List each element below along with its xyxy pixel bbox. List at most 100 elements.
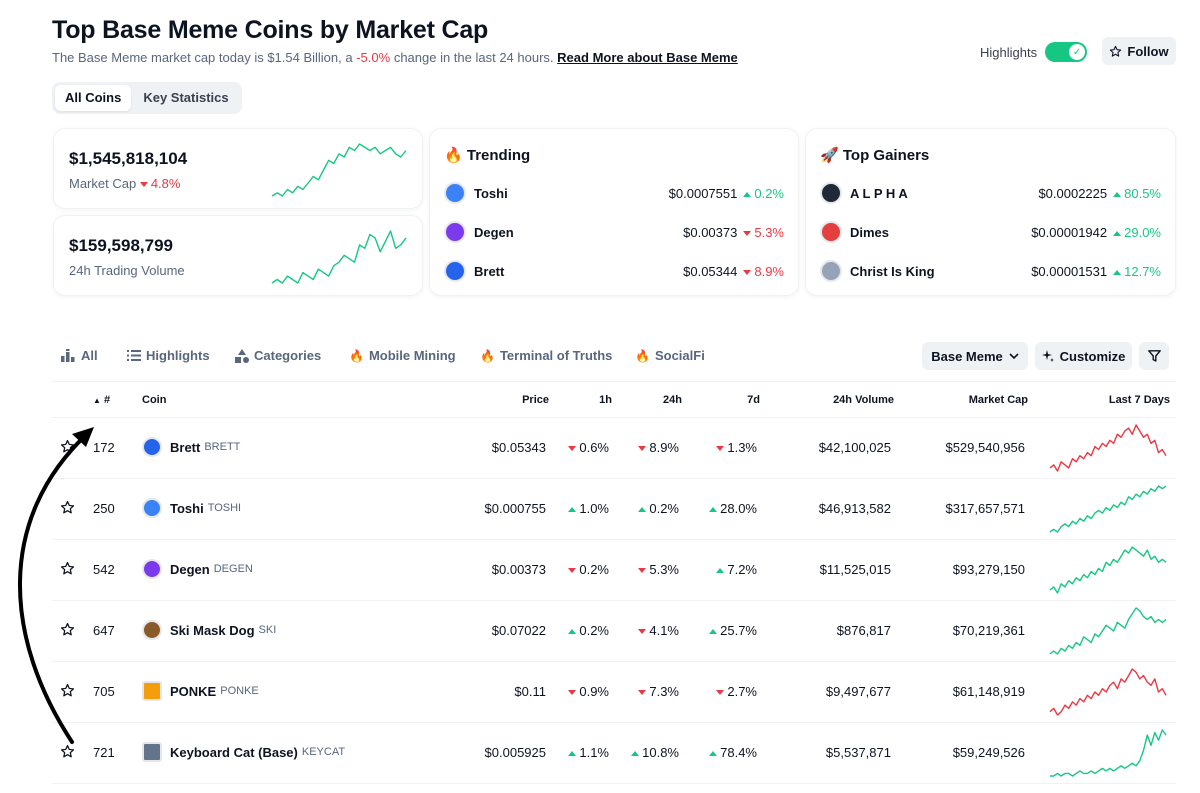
row-change-7d: 2.7%: [716, 684, 757, 699]
row-volume: $5,537,871: [825, 745, 891, 760]
filter-button[interactable]: [1139, 342, 1169, 370]
table-row[interactable]: 250 Toshi TOSHI $0.000755 1.0% 0.2% 28.0% $46,9…: [52, 479, 1176, 540]
table-row[interactable]: 172 Brett BRETT $0.05343 0.6% 8.9% 1.3% $42,100…: [52, 418, 1176, 479]
market-cap-change: 4.8%: [139, 176, 180, 191]
filter-tab-terminal-of-truths[interactable]: 🔥 Terminal of Truths: [480, 348, 612, 363]
row-market-cap: $529,540,956: [945, 440, 1025, 455]
trending-row[interactable]: Toshi $0.0007551 0.2%: [444, 181, 784, 205]
filter-tab-categories[interactable]: Categories: [235, 348, 321, 363]
star-icon[interactable]: [60, 622, 75, 637]
gainers-row[interactable]: A L P H A $0.0002225 80.5%: [820, 181, 1161, 205]
row-coin-name: Toshi: [170, 500, 204, 516]
caret-up-icon: [568, 507, 577, 512]
col-7d[interactable]: 7d: [747, 394, 760, 406]
star-icon[interactable]: [60, 561, 75, 576]
gainers-row[interactable]: Christ Is King $0.00001531 12.7%: [820, 259, 1161, 283]
table-row[interactable]: 721 Keyboard Cat (Base) KEYCAT $0.005925 1.1…: [52, 723, 1176, 784]
trending-card: 🔥 Trending Toshi $0.0007551 0.2% Degen $0.00…: [429, 128, 799, 296]
gainers-title[interactable]: 🚀 Top Gainers: [820, 146, 929, 164]
row-coin-symbol: SKI: [258, 624, 277, 636]
tab-all-coins[interactable]: All Coins: [55, 85, 132, 111]
filter-tab-all[interactable]: All: [60, 348, 98, 363]
caret-up-icon: [1113, 230, 1122, 236]
coin-logo-icon: [444, 221, 466, 243]
trending-coin-change: 5.3%: [743, 225, 784, 240]
filter-tab-mobile-mining[interactable]: 🔥 Mobile Mining: [349, 348, 456, 363]
row-coin[interactable]: Keyboard Cat (Base) KEYCAT: [142, 742, 345, 762]
caret-up-icon: [568, 751, 577, 756]
row-coin[interactable]: Brett BRETT: [142, 437, 240, 457]
star-icon[interactable]: [60, 744, 75, 759]
volume-value: $159,598,799: [69, 236, 173, 255]
row-coin[interactable]: Toshi TOSHI: [142, 498, 241, 518]
volume-label: 24h Trading Volume: [69, 263, 185, 278]
follow-button[interactable]: Follow: [1102, 37, 1176, 65]
trending-row[interactable]: Brett $0.05344 8.9%: [444, 259, 784, 283]
trending-row[interactable]: Degen $0.00373 5.3%: [444, 220, 784, 244]
sparkline-path: [1049, 668, 1167, 716]
col-coin[interactable]: Coin: [142, 394, 167, 406]
star-icon[interactable]: [60, 500, 75, 515]
caret-down-icon: [716, 446, 725, 451]
row-change-24h: 7.3%: [638, 684, 679, 699]
caret-up-icon: [1113, 269, 1122, 275]
chevron-down-icon: [1009, 352, 1019, 359]
market-cap-value: $1,545,818,104: [69, 149, 188, 168]
star-icon[interactable]: [60, 683, 75, 698]
row-rank: 250: [93, 501, 115, 516]
row-change-24h-value: 0.2%: [649, 501, 679, 516]
filter-tab-highlights[interactable]: Highlights: [127, 348, 210, 363]
col-rank[interactable]: #: [104, 394, 111, 406]
table-header: ▲ # Coin Price 1h 24h 7d 24h Volume Mark…: [52, 381, 1176, 418]
caret-up-icon: [743, 191, 752, 197]
caret-up-icon: [568, 629, 577, 634]
caret-up-icon: [631, 751, 640, 756]
filter-tab-socialfi[interactable]: 🔥 SocialFi: [635, 348, 705, 363]
sort-arrow-icon[interactable]: ▲: [93, 396, 101, 405]
network-select[interactable]: Base Meme: [922, 342, 1028, 370]
caret-down-icon: [638, 629, 647, 634]
trending-title-text: Trending: [466, 147, 531, 164]
gainers-coin-price: $0.00001942: [1031, 224, 1108, 240]
row-change-24h: 0.2%: [638, 501, 679, 516]
row-change-24h-value: 4.1%: [649, 623, 679, 638]
table-row[interactable]: 542 Degen DEGEN $0.00373 0.2% 5.3% 7.2% $11,525…: [52, 540, 1176, 601]
read-more-link[interactable]: Read More about Base Meme: [557, 50, 738, 65]
row-coin-symbol: PONKE: [220, 685, 259, 697]
tab-key-statistics[interactable]: Key Statistics: [143, 90, 229, 105]
col-price[interactable]: Price: [522, 394, 549, 406]
col-24h[interactable]: 24h: [663, 394, 682, 406]
row-sparkline: [1049, 546, 1167, 594]
sparkline-path: [1049, 424, 1167, 472]
row-coin[interactable]: PONKE PONKE: [142, 681, 259, 701]
row-change-24h: 10.8%: [631, 745, 679, 760]
row-coin[interactable]: Ski Mask Dog SKI: [142, 620, 276, 640]
coin-logo-icon: [820, 260, 842, 282]
row-market-cap: $70,219,361: [952, 623, 1025, 638]
col-volume[interactable]: 24h Volume: [833, 394, 894, 406]
star-icon[interactable]: [60, 439, 75, 454]
col-1h[interactable]: 1h: [599, 394, 612, 406]
row-coin-symbol: KEYCAT: [301, 746, 346, 758]
col-market-cap[interactable]: Market Cap: [968, 394, 1028, 406]
page-title: Top Base Meme Coins by Market Cap: [52, 16, 489, 44]
row-change-1h-value: 0.9%: [579, 684, 609, 699]
trending-title[interactable]: 🔥 Trending: [444, 146, 530, 164]
table-row[interactable]: 705 PONKE PONKE $0.11 0.9% 7.3% 2.7% $9,497,677…: [52, 662, 1176, 723]
sparkline-path: [271, 143, 407, 197]
row-coin[interactable]: Degen DEGEN: [142, 559, 253, 579]
caret-up-icon: [709, 629, 718, 634]
highlights-toggle[interactable]: ✓: [1045, 42, 1088, 62]
coin-logo-icon: [142, 498, 162, 518]
market-cap-label-text: Market Cap: [69, 176, 137, 191]
row-change-24h: 8.9%: [638, 440, 679, 455]
coin-logo-icon: [142, 620, 162, 640]
row-price: $0.07022: [491, 623, 546, 638]
table-row[interactable]: 647 Ski Mask Dog SKI $0.07022 0.2% 4.1% 25.7% $…: [52, 601, 1176, 662]
caret-down-icon: [638, 446, 647, 451]
trending-coin-name: Degen: [474, 224, 514, 240]
caret-down-icon: [716, 690, 725, 695]
gainers-row[interactable]: Dimes $0.00001942 29.0%: [820, 220, 1161, 244]
trending-change-value: 5.3%: [754, 224, 784, 240]
customize-button[interactable]: Customize: [1035, 342, 1132, 370]
